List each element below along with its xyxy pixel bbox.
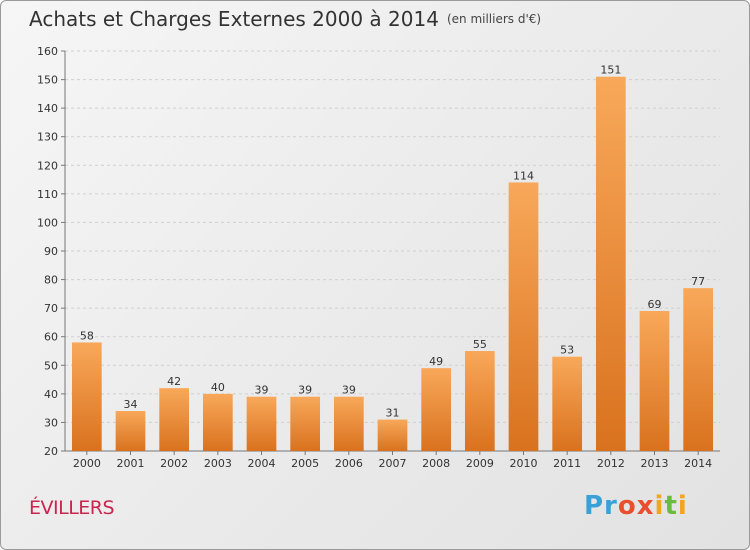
data-label: 151 [600, 64, 621, 77]
y-tick-label: 130 [37, 131, 58, 144]
y-tick-label: 160 [37, 45, 58, 58]
data-label: 42 [167, 375, 181, 388]
y-tick-label: 140 [37, 102, 58, 115]
y-tick-label: 90 [44, 245, 58, 258]
x-tick-label: 2002 [160, 457, 188, 470]
bar [683, 288, 714, 451]
data-label: 31 [386, 407, 400, 420]
bar [246, 396, 277, 451]
data-label: 39 [255, 384, 269, 397]
data-label: 53 [560, 344, 574, 357]
bar [202, 393, 233, 451]
data-label: 49 [429, 355, 443, 368]
chart-unit: (en milliers d'€) [446, 12, 542, 26]
y-tick-label: 50 [44, 359, 58, 372]
bar [333, 396, 364, 451]
logo-part: Pr [584, 491, 618, 521]
data-label: 58 [80, 329, 94, 342]
data-label: 34 [124, 398, 138, 411]
y-tick-label: 60 [44, 331, 58, 344]
y-tick-label: 110 [37, 188, 58, 201]
axes: 20 30 40 50 60 70 80 90 100 110 120 130 140 150 160 200… [37, 45, 720, 470]
data-label: 114 [513, 169, 534, 182]
bar [115, 411, 146, 451]
logo-part: i [654, 491, 665, 521]
logo-part: o [617, 491, 637, 521]
bar [421, 368, 452, 451]
x-tick-label: 2013 [641, 457, 669, 470]
logo-part: x [636, 491, 655, 521]
x-tick-label: 2005 [291, 457, 319, 470]
data-label: 55 [473, 338, 487, 351]
city-name: ÉVILLERS [29, 497, 115, 519]
bar [639, 311, 670, 451]
bar [290, 396, 321, 451]
data-label: 39 [298, 384, 312, 397]
y-tick-label: 30 [44, 416, 58, 429]
x-tick-label: 2010 [510, 457, 538, 470]
data-label: 39 [342, 384, 356, 397]
x-tick-label: 2012 [597, 457, 625, 470]
logo-part: i [677, 491, 688, 521]
data-label: 69 [648, 298, 662, 311]
y-tick-label: 70 [44, 302, 58, 315]
x-tick-label: 2009 [466, 457, 494, 470]
x-tick-label: 2001 [117, 457, 145, 470]
x-tick-label: 2007 [379, 457, 407, 470]
x-tick-label: 2000 [73, 457, 101, 470]
logo-part: t [664, 491, 678, 521]
bar [552, 356, 583, 451]
y-tick-label: 80 [44, 274, 58, 287]
bar [464, 351, 495, 451]
y-tick-label: 150 [37, 74, 58, 87]
bar [377, 419, 408, 451]
y-tick-label: 100 [37, 216, 58, 229]
bar [508, 182, 539, 451]
bar [71, 342, 102, 451]
chart-title-text: Achats et Charges Externes 2000 à 2014 [29, 7, 439, 31]
x-tick-label: 2006 [335, 457, 363, 470]
y-tick-label: 120 [37, 159, 58, 172]
bar [595, 76, 626, 451]
x-tick-label: 2014 [684, 457, 712, 470]
x-tick-label: 2003 [204, 457, 232, 470]
x-tick-label: 2004 [248, 457, 276, 470]
bars: 58 34 42 40 39 39 39 31 49 55 114 53 151 69 77 [71, 64, 714, 451]
proxiti-logo: Proxiti [584, 491, 688, 521]
y-tick-label: 40 [44, 388, 58, 401]
bar [159, 388, 190, 451]
y-tick-label: 20 [44, 445, 58, 458]
data-label: 77 [691, 275, 705, 288]
data-label: 40 [211, 381, 225, 394]
chart-title: Achats et Charges Externes 2000 à 2014 (e… [29, 7, 541, 31]
x-tick-label: 2008 [422, 457, 450, 470]
x-tick-label: 2011 [553, 457, 581, 470]
